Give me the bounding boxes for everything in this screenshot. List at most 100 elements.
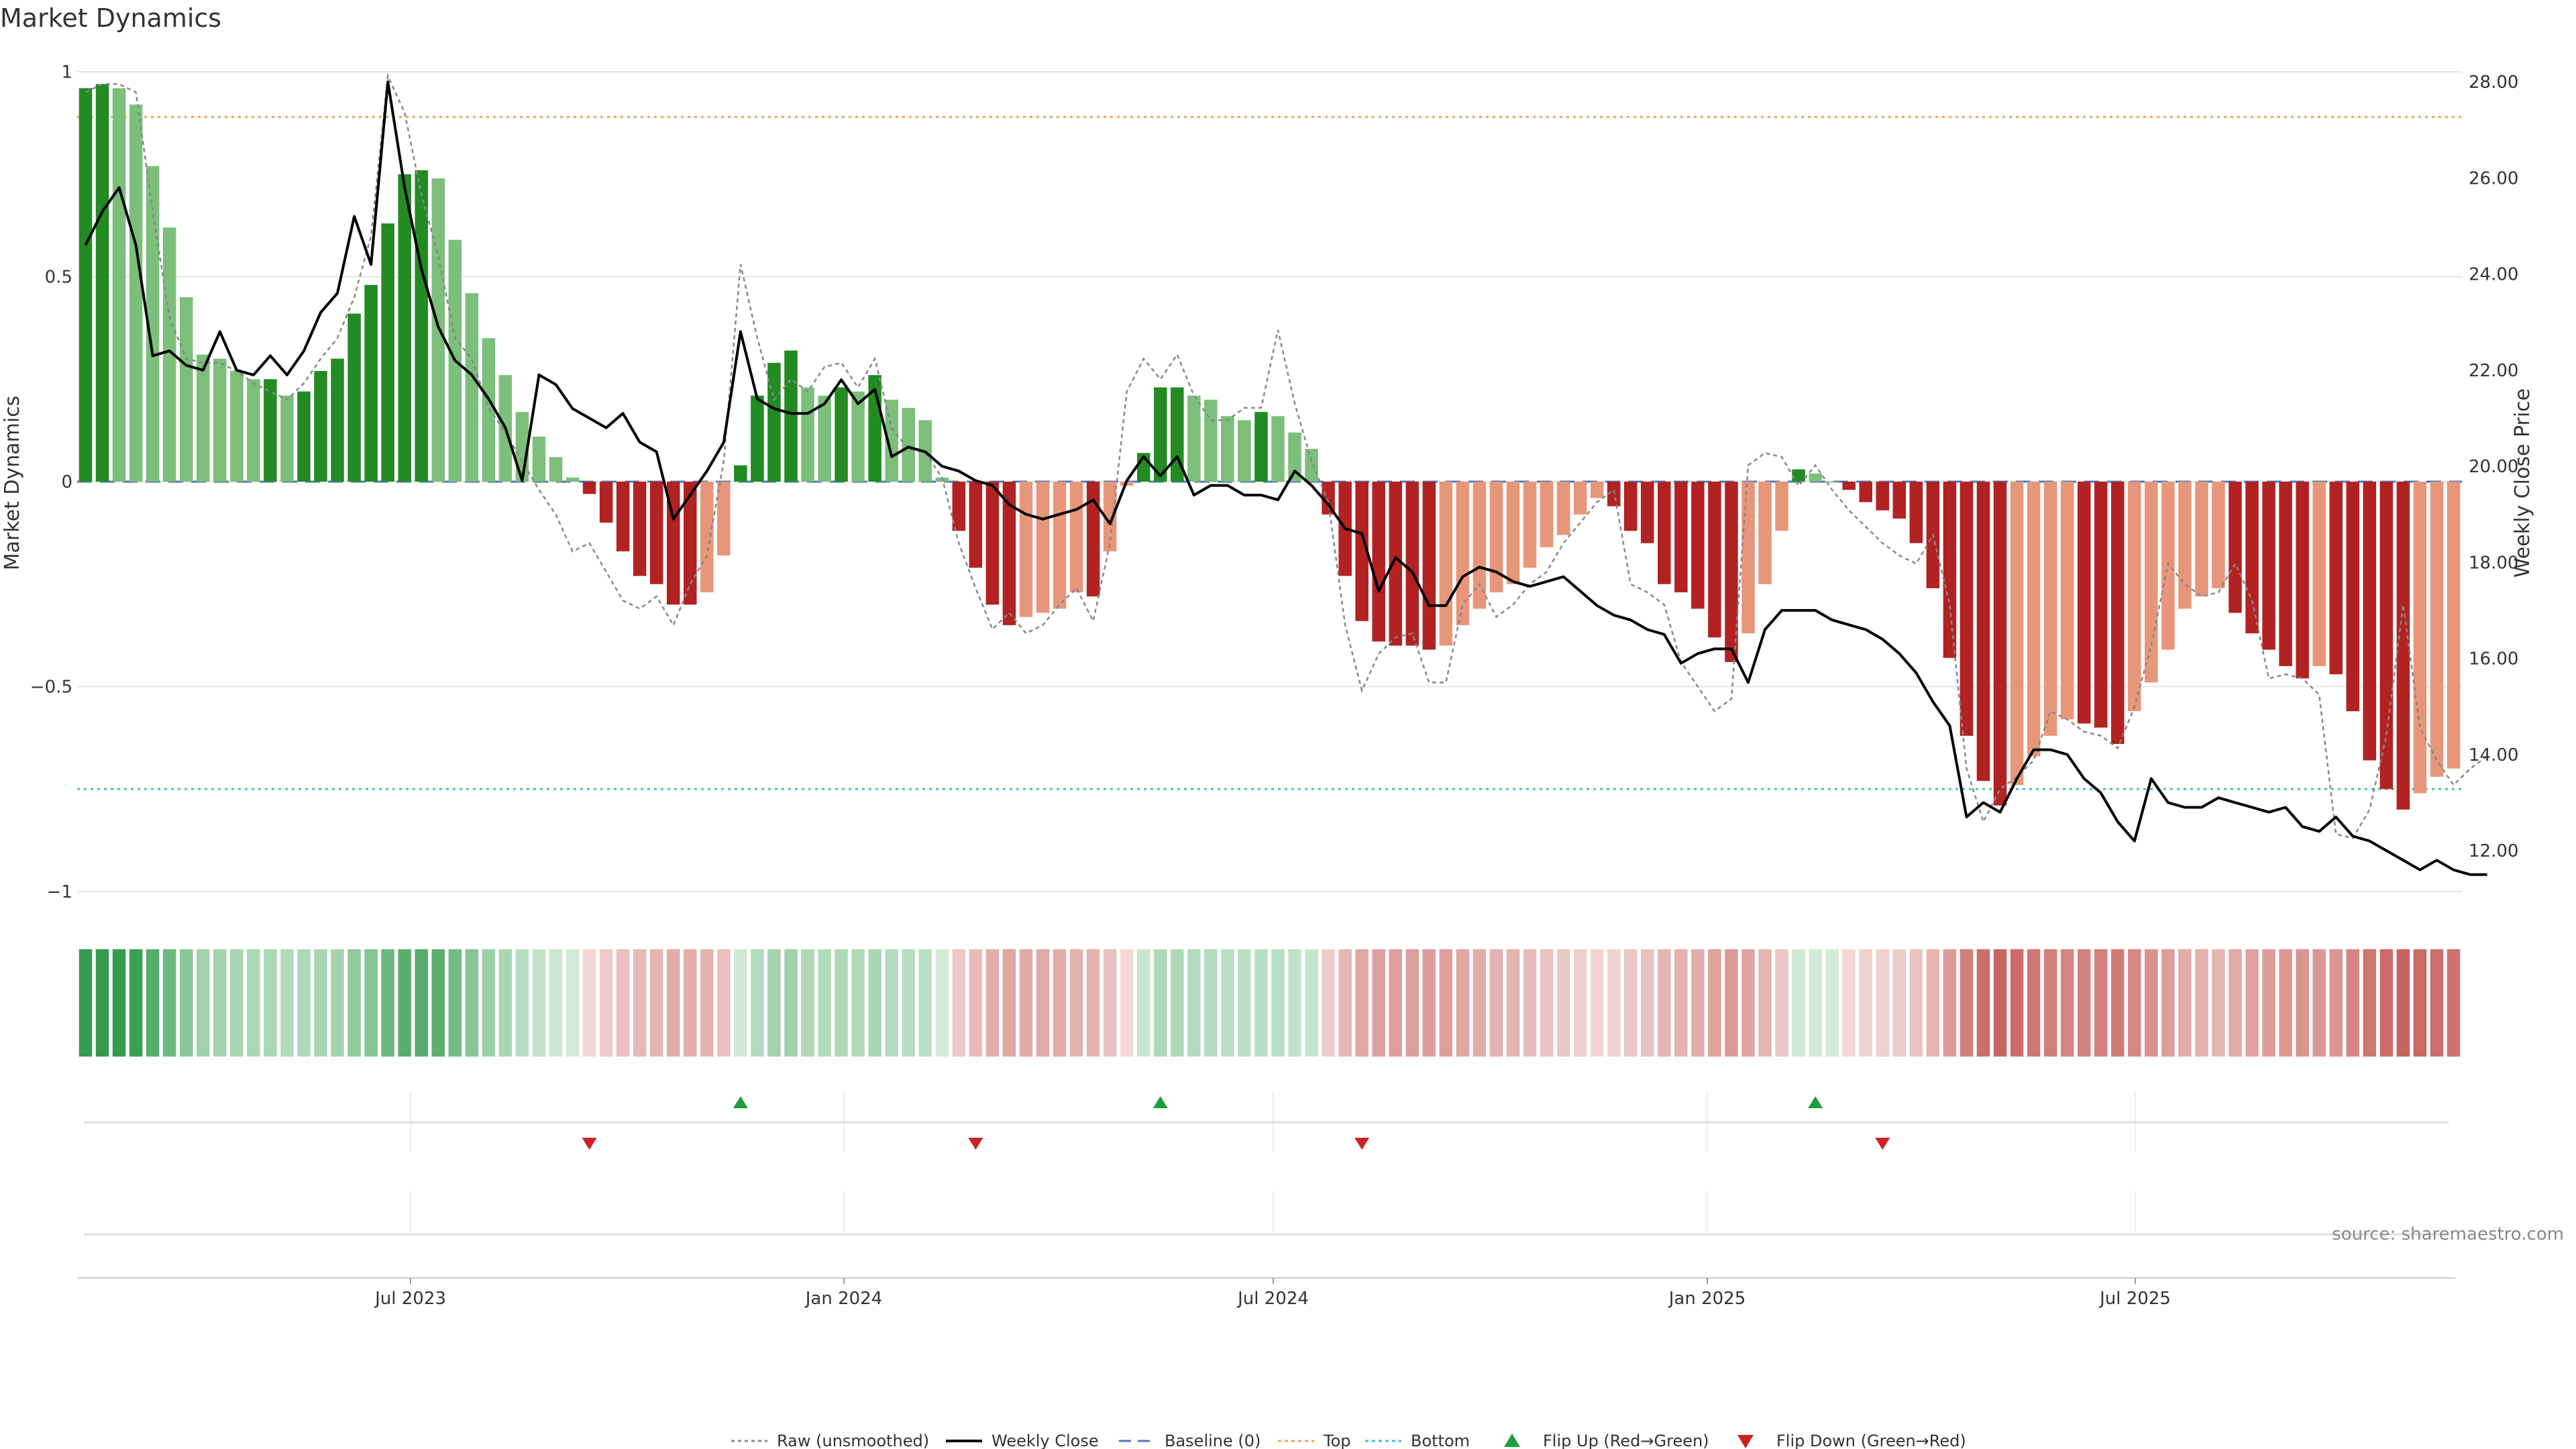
strip-cell <box>1472 949 1487 1057</box>
dynamics-bar <box>2010 482 2024 786</box>
strip-cell <box>2413 949 2427 1057</box>
strip-cell <box>1439 949 1453 1057</box>
dynamics-bar <box>1472 482 1487 609</box>
dynamics-bar <box>482 338 496 482</box>
dynamics-bar <box>1204 399 1218 482</box>
dynamics-bar <box>784 350 798 482</box>
legend-label: Flip Down (Green→Red) <box>1776 1432 1966 1449</box>
strip-cell <box>801 949 814 1057</box>
strip-cell <box>751 949 764 1057</box>
dynamics-bar <box>599 482 613 523</box>
dynamics-bar <box>717 482 731 555</box>
strip-cell <box>1456 949 1470 1057</box>
strip-cell <box>415 949 428 1057</box>
dynamics-bar <box>1674 482 1688 592</box>
dynamics-bar <box>129 104 143 482</box>
dynamics-bar <box>1238 420 1251 482</box>
dynamics-bar <box>197 354 210 482</box>
strip-cell <box>633 949 647 1057</box>
strip-cell <box>684 949 697 1057</box>
dynamics-bar <box>280 395 294 482</box>
flip-marker-panel <box>77 1092 2455 1279</box>
dynamics-bar <box>700 482 714 592</box>
strip-cell <box>297 949 311 1057</box>
dynamics-bar <box>1792 469 1805 482</box>
chart-title: Market Dynamics <box>0 3 221 33</box>
strip-cell <box>1305 949 1318 1057</box>
dynamics-bar <box>431 178 445 482</box>
flip-down-marker <box>1875 1138 1890 1150</box>
strip-cell <box>1136 949 1150 1057</box>
dynamics-bar <box>1355 482 1368 621</box>
strip-cell <box>2161 949 2175 1057</box>
dynamics-bar <box>1758 482 1772 584</box>
dynamics-bar <box>1103 482 1117 551</box>
dynamics-bar <box>2212 482 2225 588</box>
dynamics-bar <box>885 399 898 482</box>
dynamics-bar <box>2060 482 2074 720</box>
dynamics-bar <box>2262 482 2275 650</box>
strip-cell <box>1355 949 1368 1057</box>
strip-cell <box>935 949 949 1057</box>
strip-cell <box>280 949 294 1057</box>
strip-cell <box>1825 949 1839 1057</box>
left-axis-title: Market Dynamics <box>1 396 24 571</box>
dynamics-bar <box>2413 482 2427 794</box>
dynamics-bar <box>2296 482 2309 679</box>
x-tick-label: Jul 2024 <box>1236 1289 1309 1309</box>
source-note: source: sharemaestro.com <box>2332 1224 2564 1244</box>
dynamics-bar <box>532 436 546 482</box>
dynamics-bar <box>2346 482 2360 712</box>
strip-cell <box>247 949 260 1057</box>
strip-cell <box>1590 949 1604 1057</box>
strip-cell <box>1053 949 1067 1057</box>
strip-cell <box>532 949 546 1057</box>
dynamics-bar <box>1171 387 1184 482</box>
strip-cell <box>162 949 176 1057</box>
strip-cell <box>2178 949 2192 1057</box>
sentiment-strip <box>78 949 2461 1057</box>
dynamics-bar <box>1708 482 1721 638</box>
dynamics-bar <box>2363 482 2377 761</box>
dynamics-bar <box>1892 482 1907 519</box>
strip-cell <box>2010 949 2024 1057</box>
strip-cell <box>952 949 966 1057</box>
dynamics-bar <box>1876 482 1890 511</box>
strip-cell <box>1154 949 1167 1057</box>
strip-cell <box>95 949 109 1057</box>
dynamics-bar <box>1372 482 1385 642</box>
dynamics-bar <box>179 297 193 482</box>
right-tick-label: 14.00 <box>2469 745 2518 765</box>
strip-cell <box>2128 949 2141 1057</box>
dynamics-bar <box>162 227 176 482</box>
right-tick-label: 26.00 <box>2469 168 2518 189</box>
dynamics-bar <box>1842 482 1856 490</box>
strip-cell <box>1892 949 1907 1057</box>
strip-cell <box>1036 949 1050 1057</box>
strip-cell <box>868 949 881 1057</box>
strip-cell <box>666 949 680 1057</box>
right-tick-label: 28.00 <box>2469 72 2518 93</box>
dynamics-bar <box>1305 449 1318 482</box>
strip-cell <box>213 949 227 1057</box>
legend-label: Top <box>1323 1432 1351 1449</box>
dynamics-bar <box>1909 482 1923 543</box>
dynamics-bar <box>582 482 596 494</box>
strip-cell <box>717 949 731 1057</box>
dynamics-bar <box>2094 482 2108 728</box>
dynamics-bar <box>1691 482 1705 609</box>
right-tick-label: 22.00 <box>2469 361 2518 381</box>
strip-cell <box>2094 949 2108 1057</box>
dynamics-bar <box>1053 482 1067 609</box>
strip-cell <box>1775 949 1788 1057</box>
dynamics-bar <box>415 170 428 482</box>
strip-cell <box>1623 949 1638 1057</box>
flip-up-marker <box>1808 1096 1823 1108</box>
x-axis-ticks: Jul 2023 Jan 2024 Jul 2024 Jan 2025 Jul 2025 <box>374 1278 2171 1309</box>
dynamics-bar <box>1288 432 1301 482</box>
dynamics-bar <box>112 88 126 482</box>
dynamics-bar <box>1809 473 1822 482</box>
flip-down-marker <box>968 1138 983 1150</box>
strip-cell <box>2363 949 2377 1057</box>
